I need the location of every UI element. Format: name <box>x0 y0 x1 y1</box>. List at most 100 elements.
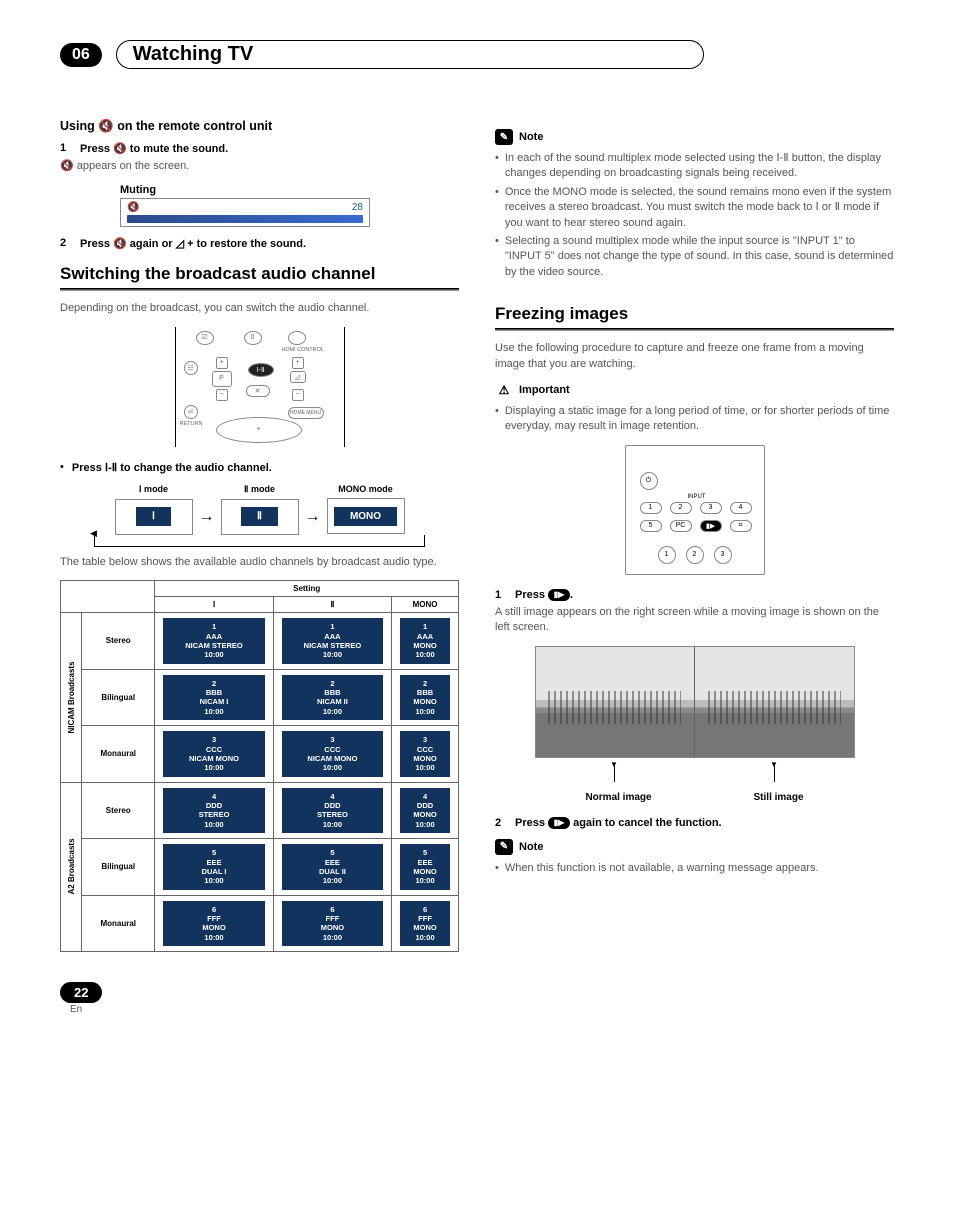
t: Selecting a sound multiplex mode while t… <box>505 234 894 280</box>
chip-line: 3 <box>402 735 448 744</box>
chip-line: NICAM STEREO <box>165 641 262 650</box>
loop-arrow <box>94 535 425 547</box>
chip-line: 2 <box>165 679 262 688</box>
important-bullet: Displaying a static image for a long per… <box>495 404 894 435</box>
caption-normal: Normal image <box>585 792 651 803</box>
two-column-layout: Using 🔇 on the remote control unit 1 Pre… <box>60 119 894 952</box>
chip-line: 5 <box>402 848 448 857</box>
audio-cell: 5EEEMONO10:00 <box>392 839 459 896</box>
muting-osd: Muting 🔇 28 <box>120 184 370 227</box>
chip-line: 10:00 <box>165 876 262 885</box>
t: Displaying a static image for a long per… <box>505 404 894 435</box>
page: 06 Watching TV Using 🔇 on the remote con… <box>0 0 954 1045</box>
switching-heading: Switching the broadcast audio channel <box>60 264 459 284</box>
note-bullet-3: Selecting a sound multiplex mode while t… <box>495 234 894 280</box>
chip-line: 10:00 <box>284 820 381 829</box>
audio-cell: 3CCCMONO10:00 <box>392 726 459 783</box>
heading-rule <box>495 328 894 331</box>
remote-btn: + <box>216 357 228 369</box>
audio-cell: 6FFFMONO10:00 <box>392 895 459 952</box>
chip-line: 10:00 <box>165 707 262 716</box>
arrow-down-icon <box>774 764 775 782</box>
chip-line: DUAL I <box>165 867 262 876</box>
chip-line: EEE <box>402 858 448 867</box>
group-header: A2 Broadcasts <box>61 782 82 952</box>
left-column: Using 🔇 on the remote control unit 1 Pre… <box>60 119 459 952</box>
chip-line: 5 <box>284 848 381 857</box>
chip-line: BBB <box>284 688 381 697</box>
remote-btn: − <box>216 389 228 401</box>
freezing-heading: Freezing images <box>495 304 894 324</box>
t: appears on the screen. <box>74 160 190 172</box>
heading-rule <box>60 288 459 291</box>
chip-line: MONO <box>402 867 448 876</box>
chip-line: 1 <box>165 622 262 631</box>
arrow-icon: → <box>305 492 321 526</box>
step-text: Press 🔇 to mute the sound. <box>80 142 228 155</box>
chapter-number: 06 <box>60 43 102 67</box>
step-text: Press ▮▶. <box>515 589 573 601</box>
row-type: Monaural <box>82 726 155 783</box>
chip-line: 10:00 <box>402 707 448 716</box>
step-2: 2 Press 🔇 again or ◿ + to restore the so… <box>60 237 459 250</box>
table-intro: The table below shows the available audi… <box>60 555 459 570</box>
chip-line: EEE <box>284 858 381 867</box>
t: When this function is not available, a w… <box>505 861 819 876</box>
step-text: Press 🔇 again or ◿ + to restore the soun… <box>80 237 306 250</box>
t: to mute the sound. <box>127 143 228 155</box>
audio-chip: 4DDDSTEREO10:00 <box>282 788 383 834</box>
remote-home-btn: HOME MENU <box>288 407 324 419</box>
remote-btn: ☷ <box>184 361 198 375</box>
audio-cell: 3CCCNICAM MONO10:00 <box>155 726 273 783</box>
right-column: ✎ Note In each of the sound multiplex mo… <box>495 119 894 952</box>
chip-line: FFF <box>284 914 381 923</box>
chip-line: 4 <box>284 792 381 801</box>
mode-chip: MONO <box>334 507 397 526</box>
audio-chip: 2BBBNICAM I10:00 <box>163 675 264 721</box>
bullet: • <box>60 461 64 474</box>
chip-line: 5 <box>165 848 262 857</box>
t: Press <box>515 817 548 829</box>
chip-line: 10:00 <box>165 820 262 829</box>
chip-line: 6 <box>284 905 381 914</box>
chip-line: 10:00 <box>165 933 262 942</box>
chip-line: 2 <box>402 679 448 688</box>
remote-btn: + <box>292 357 304 369</box>
chip-line: MONO <box>284 923 381 932</box>
t: + to restore the sound. <box>184 238 306 250</box>
input-3-btn: 3 <box>700 502 722 514</box>
chip-line: AAA <box>402 632 448 641</box>
mode-label: MONO mode <box>327 484 405 494</box>
remote-diagram-2: ⏻ INPUT 1 2 3 4 5 PC ▮▶ ⌗ 1 2 3 <box>625 445 765 575</box>
freezing-body: Use the following procedure to capture a… <box>495 341 894 372</box>
chapter-header: 06 Watching TV <box>60 40 894 69</box>
freeze-btn: ▮▶ <box>700 520 722 532</box>
mode-box: Ⅱ <box>221 499 299 535</box>
chip-line: AAA <box>165 632 262 641</box>
num-1-btn: 1 <box>658 546 676 564</box>
t: Once the MONO mode is selected, the soun… <box>505 185 894 231</box>
t: again or <box>127 238 176 250</box>
input-4-btn: 4 <box>730 502 752 514</box>
audio-chip: 6FFFMONO10:00 <box>163 901 264 947</box>
chip-line: 2 <box>284 679 381 688</box>
note-heading-2: ✎ Note <box>495 839 894 855</box>
audio-chip: 5EEEDUAL II10:00 <box>282 844 383 890</box>
chip-line: 10:00 <box>284 650 381 659</box>
chip-line: MONO <box>402 697 448 706</box>
note-bullet-2: Once the MONO mode is selected, the soun… <box>495 185 894 231</box>
freeze-captions: Normal image Still image <box>535 792 855 803</box>
mode-label: Ⅱ mode <box>221 484 299 495</box>
remote-btn <box>288 331 306 345</box>
muting-progress <box>127 215 363 223</box>
volume-icon: ◿ <box>176 238 184 250</box>
audio-cell: 4DDDSTEREO10:00 <box>155 782 273 839</box>
remote-diagram-1: ⎚ 0 HDMI CONTROL ☷ + + P Ⅰ-Ⅱ ◿ ✕ − − ⏎ R… <box>175 327 345 447</box>
chip-line: 4 <box>165 792 262 801</box>
audio-cell: 6FFFMONO10:00 <box>273 895 391 952</box>
remote-p-btn: P <box>212 371 232 387</box>
th-col-ii: Ⅱ <box>273 597 391 613</box>
using-mute-heading: Using 🔇 on the remote control unit <box>60 119 459 134</box>
page-footer: 22 En <box>60 982 894 1015</box>
step-1: 1 Press 🔇 to mute the sound. <box>60 142 459 155</box>
